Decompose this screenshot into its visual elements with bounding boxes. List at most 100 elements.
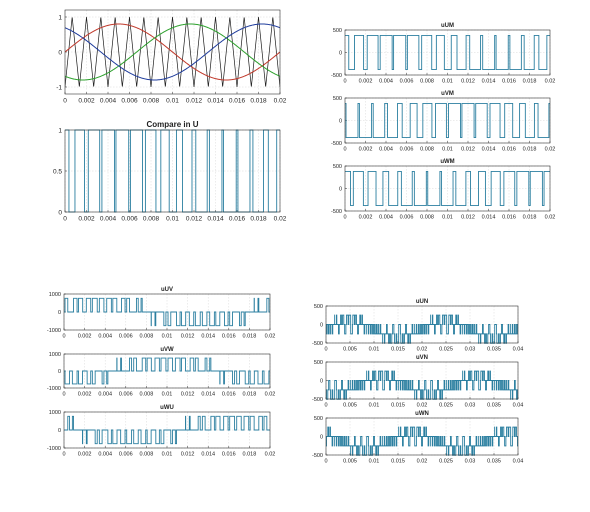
x-tick-label: 0.02 <box>265 452 276 458</box>
y-tick-label: 500 <box>314 360 323 366</box>
x-tick-label: 0.03 <box>465 459 476 465</box>
chart-uVN: 0 0.005 0.01 0.015 0.02 0.025 0.03 0.035 0.04 -50… <box>312 355 523 409</box>
x-tick-label: 0 <box>324 347 327 353</box>
carrier-series <box>65 16 280 88</box>
x-tick-label: 0.016 <box>502 147 516 153</box>
x-tick-label: 0.014 <box>201 334 215 340</box>
chart-title: Compare in U <box>146 120 198 129</box>
x-tick-label: 0.01 <box>166 98 179 105</box>
x-tick-label: 0.002 <box>359 147 373 153</box>
y-tick-label: 0 <box>339 186 342 192</box>
chart-uVW: 0 0.002 0.004 0.006 0.008 0.01 0.012 0.014 0.016… <box>47 347 275 398</box>
chart-title: uUM <box>441 23 454 29</box>
x-tick-label: 0.004 <box>100 98 117 105</box>
x-tick-label: 0.016 <box>222 452 236 458</box>
x-tick-label: 0.01 <box>442 215 453 221</box>
x-tick-label: 0.004 <box>98 452 112 458</box>
series-uWN <box>326 426 518 456</box>
chart-title: uVM <box>441 91 454 97</box>
y-tick-label: 1000 <box>49 410 61 416</box>
x-tick-label: 0 <box>62 334 65 340</box>
chart-compare-u: 0 0.002 0.004 0.006 0.008 0.01 0.012 0.014 0.016… <box>53 120 287 223</box>
y-tick-label: -500 <box>331 141 342 147</box>
y-tick-label: 0 <box>58 428 61 434</box>
x-tick-label: 0.02 <box>417 347 428 353</box>
x-tick-label: 0.014 <box>482 215 496 221</box>
x-tick-label: 0.004 <box>98 392 112 398</box>
x-tick-label: 0.035 <box>487 403 501 409</box>
y-tick-label: -1000 <box>47 386 61 392</box>
x-tick-label: 0.04 <box>513 459 524 465</box>
chart-uWN: 0 0.005 0.01 0.015 0.02 0.025 0.03 0.035 0.04 -50… <box>312 411 523 465</box>
x-tick-label: 0.014 <box>207 98 224 105</box>
y-tick-label: 0 <box>320 378 323 384</box>
x-tick-label: 0.016 <box>502 79 516 85</box>
x-tick-label: 0 <box>343 215 346 221</box>
x-tick-label: 0.006 <box>400 147 414 153</box>
y-tick-label: 0 <box>339 50 342 56</box>
x-tick-label: 0.006 <box>119 392 133 398</box>
x-tick-label: 0.018 <box>243 452 257 458</box>
x-tick-label: 0.03 <box>465 403 476 409</box>
x-tick-label: 0.008 <box>420 79 434 85</box>
x-tick-label: 0.02 <box>274 216 287 223</box>
x-tick-label: 0.006 <box>400 215 414 221</box>
x-tick-label: 0.014 <box>482 79 496 85</box>
x-tick-label: 0.018 <box>243 334 257 340</box>
x-tick-label: 0.006 <box>119 334 133 340</box>
chart-spwm-modulation: 0 0.002 0.004 0.006 0.008 0.01 0.012 0.014 0.016… <box>56 9 287 105</box>
x-tick-label: 0.016 <box>222 392 236 398</box>
x-tick-label: 0.02 <box>545 147 556 153</box>
x-tick-label: 0.025 <box>439 347 453 353</box>
x-tick-label: 0.035 <box>487 347 501 353</box>
x-tick-label: 0.008 <box>140 392 154 398</box>
chart-title: uWM <box>440 159 454 165</box>
y-tick-label: -500 <box>331 209 342 215</box>
x-tick-label: 0.008 <box>420 147 434 153</box>
x-tick-label: 0.008 <box>143 98 160 105</box>
x-tick-label: 0 <box>62 452 65 458</box>
x-tick-label: 0.012 <box>181 392 195 398</box>
y-tick-label: 1 <box>58 127 62 134</box>
reference-series-green <box>65 23 280 81</box>
x-tick-label: 0.012 <box>461 215 475 221</box>
chart-uUM: 0 0.002 0.004 0.006 0.008 0.01 0.012 0.014 0.016… <box>331 23 555 85</box>
y-tick-label: -500 <box>312 397 323 403</box>
series-uWM <box>345 170 550 207</box>
reference-series-blue <box>65 23 280 81</box>
y-tick-label: -1000 <box>47 328 61 334</box>
x-tick-label: 0.006 <box>121 98 138 105</box>
x-tick-label: 0.004 <box>100 216 117 223</box>
x-tick-label: 0.01 <box>166 216 179 223</box>
x-tick-label: 0.01 <box>162 334 173 340</box>
x-tick-label: 0.02 <box>274 98 287 105</box>
x-tick-label: 0.018 <box>250 98 267 105</box>
x-tick-label: 0 <box>63 216 67 223</box>
x-tick-label: 0.004 <box>98 334 112 340</box>
x-tick-label: 0.012 <box>461 147 475 153</box>
x-tick-label: 0.015 <box>391 347 405 353</box>
chart-title: uUV <box>161 287 173 293</box>
x-tick-label: 0.01 <box>369 347 380 353</box>
series-uVN <box>326 370 518 400</box>
x-tick-label: 0.006 <box>400 79 414 85</box>
y-tick-label: -1 <box>56 84 62 91</box>
chart-title: uWU <box>160 405 174 411</box>
x-tick-label: 0.012 <box>181 334 195 340</box>
y-tick-label: 0.5 <box>53 168 62 175</box>
y-tick-label: -500 <box>331 73 342 79</box>
x-tick-label: 0.012 <box>461 79 475 85</box>
series-uUN <box>326 314 518 344</box>
axes-frame <box>325 305 519 344</box>
axes-frame <box>63 411 271 449</box>
x-tick-label: 0.01 <box>369 459 380 465</box>
x-tick-label: 0.012 <box>186 216 203 223</box>
x-tick-label: 0.02 <box>417 459 428 465</box>
x-tick-label: 0.02 <box>417 403 428 409</box>
x-tick-label: 0.04 <box>513 347 524 353</box>
x-tick-label: 0.005 <box>343 347 357 353</box>
x-tick-label: 0 <box>343 147 346 153</box>
chart-uWU: 0 0.002 0.004 0.006 0.008 0.01 0.012 0.014 0.016… <box>47 405 275 458</box>
series-uVM <box>345 102 550 139</box>
x-tick-label: 0.004 <box>379 215 393 221</box>
